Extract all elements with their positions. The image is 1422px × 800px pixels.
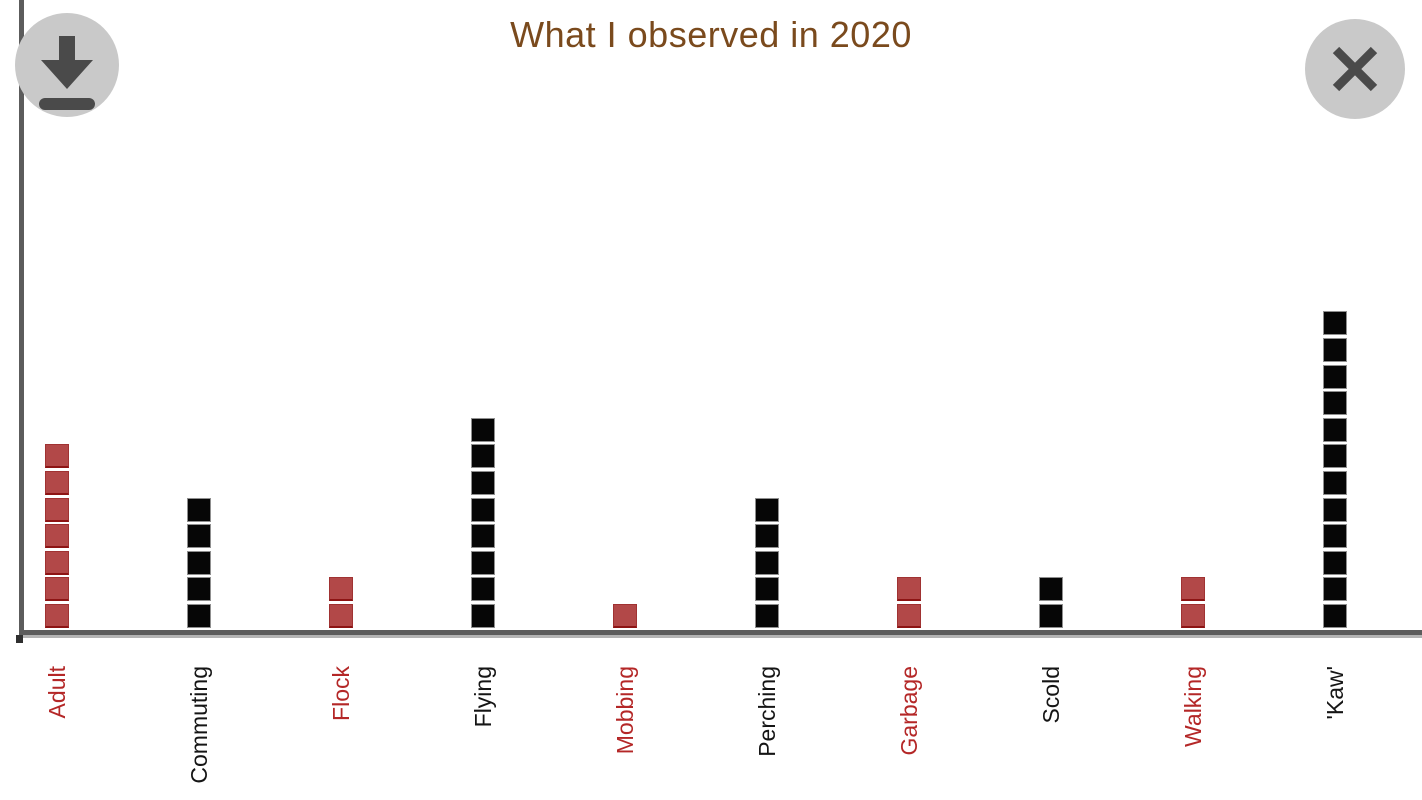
waffle-square bbox=[329, 604, 353, 628]
waffle-square bbox=[755, 577, 779, 602]
waffle-square bbox=[755, 604, 779, 628]
waffle-square bbox=[45, 550, 69, 575]
waffle-square bbox=[471, 444, 495, 469]
category-label: Walking bbox=[1180, 666, 1206, 747]
category-label: Scold bbox=[1038, 666, 1064, 724]
waffle-square bbox=[1323, 497, 1347, 522]
waffle-square bbox=[1323, 417, 1347, 442]
category-label: 'Kaw' bbox=[1322, 666, 1348, 720]
waffle-square bbox=[187, 550, 211, 575]
y-axis-line bbox=[19, 0, 24, 635]
download-icon bbox=[15, 13, 119, 117]
waffle-square bbox=[471, 497, 495, 522]
axis-corner-tick bbox=[16, 635, 23, 643]
waffle-square bbox=[1323, 391, 1347, 416]
close-button[interactable] bbox=[1305, 19, 1405, 119]
category-label: Mobbing bbox=[612, 666, 638, 755]
waffle-square bbox=[1323, 444, 1347, 469]
waffle-square bbox=[1039, 577, 1063, 602]
waffle-square bbox=[45, 577, 69, 602]
waffle-square bbox=[187, 577, 211, 602]
waffle-square bbox=[1323, 338, 1347, 362]
waffle-square bbox=[471, 577, 495, 602]
waffle-square bbox=[471, 550, 495, 575]
waffle-square bbox=[1323, 311, 1347, 336]
waffle-square bbox=[187, 604, 211, 628]
waffle-square bbox=[755, 524, 779, 549]
category-label: Flying bbox=[470, 666, 496, 728]
x-axis-shadow bbox=[19, 635, 1422, 638]
waffle-square bbox=[1323, 604, 1347, 628]
waffle-square bbox=[1323, 577, 1347, 602]
waffle-square bbox=[45, 444, 69, 469]
waffle-square bbox=[187, 524, 211, 549]
category-label: Commuting bbox=[186, 666, 212, 784]
waffle-square bbox=[897, 577, 921, 602]
waffle-square bbox=[1323, 471, 1347, 495]
category-label: Flock bbox=[328, 666, 354, 721]
waffle-square bbox=[45, 604, 69, 628]
category-label: Garbage bbox=[896, 666, 922, 756]
waffle-square bbox=[613, 604, 637, 628]
waffle-square bbox=[1323, 550, 1347, 575]
waffle-square bbox=[471, 604, 495, 628]
waffle-square bbox=[1039, 604, 1063, 628]
waffle-square bbox=[471, 524, 495, 549]
waffle-square bbox=[45, 471, 69, 495]
waffle-square bbox=[1181, 577, 1205, 602]
waffle-square bbox=[45, 497, 69, 522]
waffle-square bbox=[755, 497, 779, 522]
waffle-square bbox=[471, 417, 495, 442]
waffle-square bbox=[897, 604, 921, 628]
waffle-square bbox=[329, 577, 353, 602]
waffle-square bbox=[1323, 524, 1347, 549]
waffle-square bbox=[755, 550, 779, 575]
waffle-square bbox=[471, 471, 495, 495]
waffle-square bbox=[45, 524, 69, 549]
close-icon bbox=[1305, 19, 1405, 119]
category-label: Adult bbox=[44, 666, 70, 719]
chart-title: What I observed in 2020 bbox=[510, 14, 912, 55]
waffle-square bbox=[1323, 364, 1347, 389]
download-button[interactable] bbox=[14, 12, 120, 118]
waffle-square bbox=[187, 497, 211, 522]
waffle-square bbox=[1181, 604, 1205, 628]
category-label: Perching bbox=[754, 666, 780, 757]
x-axis-line bbox=[19, 630, 1422, 635]
